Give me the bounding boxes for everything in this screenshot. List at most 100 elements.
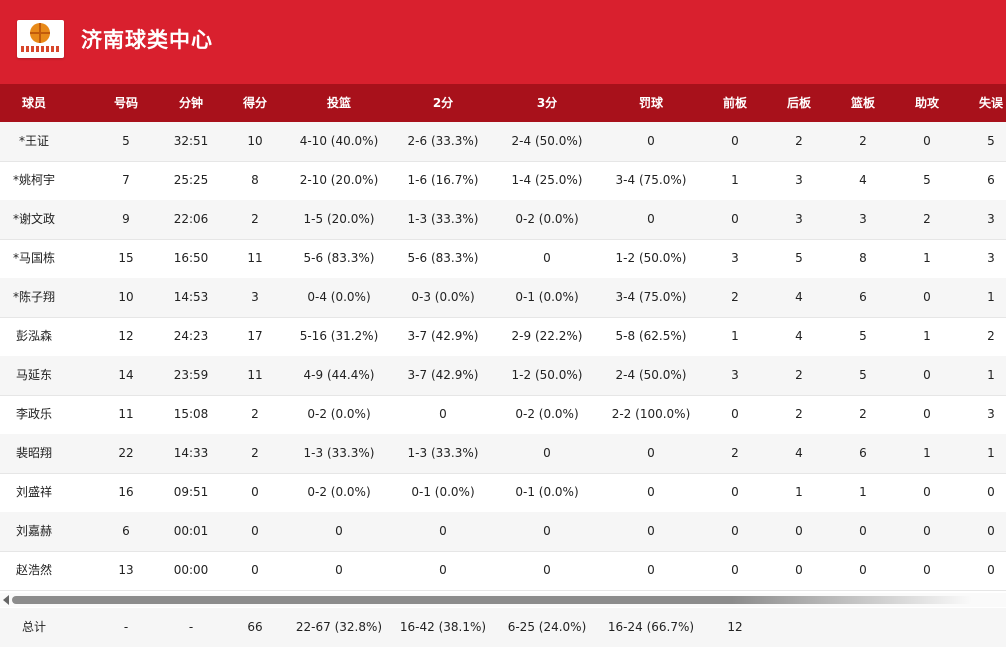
stat-cell: 15:08 xyxy=(173,407,209,421)
stat-cell: 0 xyxy=(439,524,447,538)
stat-cell: 5-6 (83.3%) xyxy=(303,251,375,265)
column-header: 3分 xyxy=(536,96,558,110)
totals-cell: 6-25 (24.0%) xyxy=(507,620,587,634)
stat-cell: 17 xyxy=(247,329,263,343)
stat-cell: 0-2 (0.0%) xyxy=(307,485,371,499)
stat-cell: 4-10 (40.0%) xyxy=(299,134,379,148)
stat-cell: 3-7 (42.9%) xyxy=(407,368,479,382)
stat-cell: 3 xyxy=(987,212,995,226)
stat-cell: 8 xyxy=(859,251,867,265)
player-name-cell: 彭泓森 xyxy=(15,329,52,343)
stat-cell: 6 xyxy=(987,173,995,187)
stat-cell: 0 xyxy=(439,563,447,577)
column-header: 2分 xyxy=(432,96,454,110)
stat-cell: 16 xyxy=(118,485,134,499)
stat-cell: 11 xyxy=(247,251,263,265)
stat-cell: 24:23 xyxy=(173,329,209,343)
stat-cell: 4 xyxy=(795,290,803,304)
stat-cell: 15 xyxy=(118,251,134,265)
stat-cell: 0-1 (0.0%) xyxy=(515,485,579,499)
totals-row: 总计 - - 66 22-67 (32.8%) 16-42 (38.1%) 6-25 (24… xyxy=(0,608,1006,647)
stat-cell: 5-16 (31.2%) xyxy=(299,329,379,343)
player-name-cell: *姚柯宇 xyxy=(12,173,55,187)
stat-cell: 0 xyxy=(251,485,259,499)
totals-cell: 66 xyxy=(247,620,263,634)
stat-cell: 4 xyxy=(795,329,803,343)
stat-cell: 1-4 (25.0%) xyxy=(511,173,583,187)
stat-cell: 0-3 (0.0%) xyxy=(411,290,475,304)
column-header: 罚球 xyxy=(638,96,663,110)
table-row: 赵浩然 13 00:00 0 0 0 0 0 0 0 0 0 0 xyxy=(0,551,1006,591)
stat-cell: 32:51 xyxy=(173,134,209,148)
table-row: 裴昭翔 22 14:33 2 1-3 (33.3%) 1-3 (33.3%) 0 0 2 4 6 1 1 xyxy=(0,434,1006,474)
column-header: 失误 xyxy=(978,96,1003,110)
stat-cell: 0-2 (0.0%) xyxy=(307,407,371,421)
stat-cell: 0 xyxy=(923,368,931,382)
stat-cell: 0 xyxy=(335,563,343,577)
player-name-cell: 刘嘉赫 xyxy=(15,524,52,538)
stat-cell: 09:51 xyxy=(173,485,209,499)
stat-cell: 0 xyxy=(731,563,739,577)
stat-cell: 1 xyxy=(795,485,803,499)
stat-cell: 11 xyxy=(118,407,134,421)
stat-cell: 0 xyxy=(543,251,551,265)
stat-cell: 2-10 (20.0%) xyxy=(299,173,379,187)
stat-cell: 2 xyxy=(987,329,995,343)
player-name-cell: 刘盛祥 xyxy=(15,485,52,499)
stat-cell: 0 xyxy=(795,563,803,577)
stat-cell: 5 xyxy=(859,368,867,382)
stat-cell: 12 xyxy=(118,329,134,343)
stat-cell: 0 xyxy=(335,524,343,538)
stat-cell: 1 xyxy=(923,251,931,265)
horizontal-scrollbar[interactable] xyxy=(0,593,1006,607)
stat-cell: 2-4 (50.0%) xyxy=(615,368,687,382)
stat-cell: 0 xyxy=(923,524,931,538)
stat-cell: 1 xyxy=(987,446,995,460)
scrollbar-thumb[interactable] xyxy=(12,596,972,604)
stat-cell: 5 xyxy=(859,329,867,343)
stat-cell: 7 xyxy=(122,173,130,187)
column-header: 号码 xyxy=(113,96,138,110)
stat-cell: 0 xyxy=(647,563,655,577)
chevron-left-icon[interactable] xyxy=(3,595,9,605)
stat-cell: 1 xyxy=(731,173,739,187)
stat-cell: 2 xyxy=(251,212,259,226)
player-name-cell: 裴昭翔 xyxy=(15,446,52,460)
stat-cell: 2 xyxy=(859,407,867,421)
stat-cell: 0 xyxy=(647,485,655,499)
stat-cell: 10 xyxy=(247,134,263,148)
table-row: *马国栋 15 16:50 11 5-6 (83.3%) 5-6 (83.3%) 0 1-2 … xyxy=(0,239,1006,279)
table-row: 彭泓森 12 24:23 17 5-16 (31.2%) 3-7 (42.9%) 2-9 (… xyxy=(0,317,1006,357)
stat-cell: 13 xyxy=(118,563,134,577)
stat-cell: 5 xyxy=(122,134,130,148)
stat-cell: 11 xyxy=(247,368,263,382)
stat-cell: 0 xyxy=(987,485,995,499)
table-row: *姚柯宇 7 25:25 8 2-10 (20.0%) 1-6 (16.7%) 1-4 (2… xyxy=(0,161,1006,201)
stat-cell: 22 xyxy=(118,446,134,460)
totals-cell: 12 xyxy=(727,620,743,634)
stat-cell: 1-6 (16.7%) xyxy=(407,173,479,187)
stat-cell: 0 xyxy=(543,446,551,460)
stat-cell: 25:25 xyxy=(173,173,209,187)
stat-cell: 5 xyxy=(923,173,931,187)
stat-cell: 1 xyxy=(923,329,931,343)
stat-cell: 1-5 (20.0%) xyxy=(303,212,375,226)
player-name-cell: *陈子翔 xyxy=(12,290,55,304)
stat-cell: 5 xyxy=(795,251,803,265)
stat-cell: 4 xyxy=(859,173,867,187)
stat-cell: 2 xyxy=(923,212,931,226)
basketball-logo-icon xyxy=(17,20,64,58)
stat-cell: 2 xyxy=(795,407,803,421)
stat-cell: 3 xyxy=(987,407,995,421)
stat-cell: 1-3 (33.3%) xyxy=(407,446,479,460)
stat-cell: 5-6 (83.3%) xyxy=(407,251,479,265)
stat-cell: 1 xyxy=(859,485,867,499)
stat-cell: 0 xyxy=(731,407,739,421)
stat-cell: 5 xyxy=(987,134,995,148)
table-row: 马延东 14 23:59 11 4-9 (44.4%) 3-7 (42.9%) 1-2 (5… xyxy=(0,356,1006,396)
stat-cell: 3 xyxy=(795,212,803,226)
stat-cell: 0 xyxy=(647,212,655,226)
stat-cell: 14:33 xyxy=(173,446,209,460)
totals-cell: 16-24 (66.7%) xyxy=(607,620,695,634)
stat-cell: 00:01 xyxy=(173,524,209,538)
